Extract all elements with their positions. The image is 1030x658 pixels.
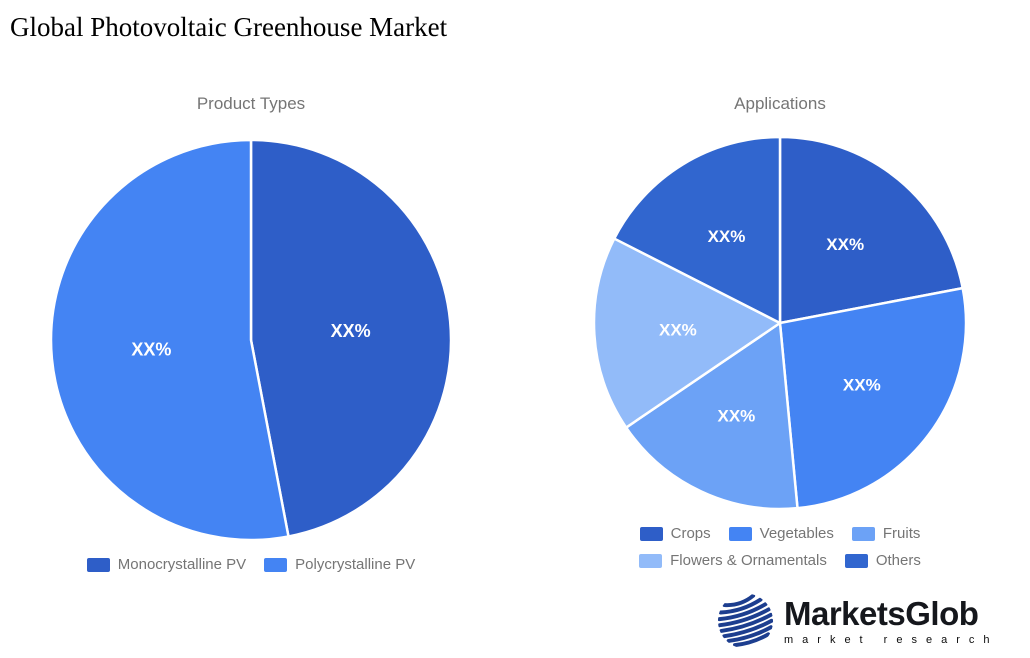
chart-product-types: Product Types XX% XX% Monocrystalline PV P…: [49, 94, 453, 573]
page-title: Global Photovoltaic Greenhouse Market: [10, 12, 448, 42]
pie-slice-flowers-ornamentals[interactable]: [592, 237, 782, 429]
chart-applications: Applications XX% XX% XX% XX% XX% Crops Vegeta…: [592, 94, 968, 569]
product-types-pie: XX% XX%: [49, 138, 453, 542]
pie-slice-monocrystalline-pv[interactable]: [249, 138, 453, 538]
legend-item-flowers-ornamentals: Flowers & Ornamentals: [639, 552, 827, 569]
legend-item-vegetables: Vegetables: [728, 525, 834, 542]
legend-swatch-monocrystalline-pv: [86, 557, 110, 572]
globe-stripe: [717, 607, 771, 628]
globe-stripe: [719, 612, 773, 633]
legend-item-others: Others: [844, 552, 921, 569]
chart-title-applications: Applications: [734, 94, 826, 113]
legend-label-polycrystalline-pv: Polycrystalline PV: [295, 556, 416, 573]
pie-slice-others[interactable]: [613, 135, 782, 325]
logo-tagline: market research: [784, 633, 999, 646]
globe-stripe: [732, 632, 771, 648]
pie-slice-crops[interactable]: [778, 135, 964, 325]
legend-item-monocrystalline-pv: Monocrystalline PV: [86, 556, 247, 573]
logo-brand: MarketsGlob: [784, 594, 979, 632]
slice-value-label-others: XX%: [708, 227, 746, 246]
marketsglob-logo: MarketsGlob market research: [716, 591, 998, 651]
legend-label-flowers-ornamentals: Flowers & Ornamentals: [670, 552, 827, 569]
slice-value-label-monocrystalline-pv: XX%: [331, 321, 371, 341]
applications-legend-row-2: Flowers & Ornamentals Others: [639, 552, 921, 569]
legend-item-fruits: Fruits: [851, 525, 921, 542]
legend-swatch-fruits: [851, 526, 875, 541]
legend-label-fruits: Fruits: [882, 525, 921, 542]
product-types-legend: Monocrystalline PV Polycrystalline PV: [86, 556, 415, 573]
legend-item-crops: Crops: [639, 525, 711, 542]
chart-title-product-types: Product Types: [196, 94, 306, 113]
applications-pie: XX% XX% XX% XX% XX%: [592, 135, 968, 511]
pie-slice-polycrystalline-pv[interactable]: [49, 138, 290, 542]
legend-label-vegetables: Vegetables: [759, 525, 834, 542]
globe-stripe: [722, 593, 756, 608]
legend-swatch-crops: [639, 526, 663, 541]
pie-slice-fruits[interactable]: [624, 321, 799, 511]
legend-label-others: Others: [875, 552, 921, 569]
pie-slice-vegetables[interactable]: [778, 286, 968, 510]
logo-text: MarketsGlob market research: [784, 597, 998, 646]
globe-stripe: [718, 597, 763, 615]
slice-value-label-fruits: XX%: [718, 407, 756, 426]
globe-stripe: [722, 618, 774, 639]
legend-label-crops: Crops: [670, 525, 711, 542]
legend-swatch-others: [844, 553, 868, 568]
slice-value-label-crops: XX%: [826, 235, 864, 254]
applications-legend-row-1: Crops Vegetables Fruits: [639, 525, 921, 542]
slice-value-label-flowers-ornamentals: XX%: [659, 320, 697, 339]
slice-value-label-vegetables: XX%: [843, 375, 881, 394]
legend-swatch-vegetables: [728, 526, 752, 541]
legend-swatch-flowers-ornamentals: [639, 553, 663, 568]
legend-swatch-polycrystalline-pv: [264, 557, 288, 572]
slice-value-label-polycrystalline-pv: XX%: [131, 340, 171, 360]
legend-item-polycrystalline-pv: Polycrystalline PV: [264, 556, 415, 573]
globe-icon: [717, 593, 774, 648]
globe-stripe: [726, 625, 773, 643]
globe-stripe: [717, 602, 768, 622]
legend-label-monocrystalline-pv: Monocrystalline PV: [117, 556, 247, 573]
